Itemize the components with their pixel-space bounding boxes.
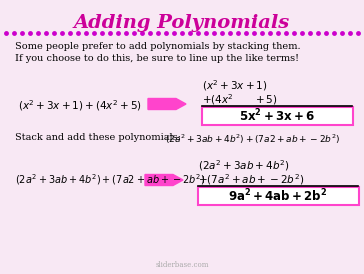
Text: Stack and add these polynomials:: Stack and add these polynomials: — [15, 133, 181, 142]
FancyBboxPatch shape — [198, 187, 359, 204]
Text: $+ (7a^2 + ab + -2b^2)$: $+ (7a^2 + ab + -2b^2)$ — [198, 172, 304, 187]
Text: $(2a^2+3ab+4b^2) + (7a2+ab+-2b^2)$: $(2a^2+3ab+4b^2) + (7a2+ab+-2b^2)$ — [165, 133, 340, 146]
FancyArrow shape — [148, 98, 186, 110]
Text: $(x^2 + 3x + 1) + (4x^2 +5)$: $(x^2 + 3x + 1) + (4x^2 +5)$ — [18, 98, 142, 113]
Text: $+ (4x^2 \qquad +5)$: $+ (4x^2 \qquad +5)$ — [202, 92, 278, 107]
Text: $\bf{5x^2 + 3x + 6}$: $\bf{5x^2 + 3x + 6}$ — [239, 107, 315, 124]
FancyBboxPatch shape — [202, 107, 352, 124]
Text: sliderbase.com: sliderbase.com — [155, 261, 209, 269]
FancyArrow shape — [145, 175, 183, 185]
Text: If you choose to do this, be sure to line up the like terms!: If you choose to do this, be sure to lin… — [15, 54, 299, 63]
Text: $(x^2 +3x + 1)$: $(x^2 +3x + 1)$ — [202, 78, 268, 93]
Text: $(2a^2 + 3ab + 4b^2)$: $(2a^2 + 3ab + 4b^2)$ — [198, 158, 289, 173]
Text: $\bf{9a^2 + 4ab + 2b^2}$: $\bf{9a^2 + 4ab + 2b^2}$ — [228, 187, 328, 204]
Text: $(2a^2+3ab+4b^2) + (7a2+ab+-2b^2)$: $(2a^2+3ab+4b^2) + (7a2+ab+-2b^2)$ — [15, 172, 205, 187]
Text: Some people prefer to add polynomials by stacking them.: Some people prefer to add polynomials by… — [15, 42, 301, 51]
Text: Adding Polynomials: Adding Polynomials — [74, 14, 290, 32]
